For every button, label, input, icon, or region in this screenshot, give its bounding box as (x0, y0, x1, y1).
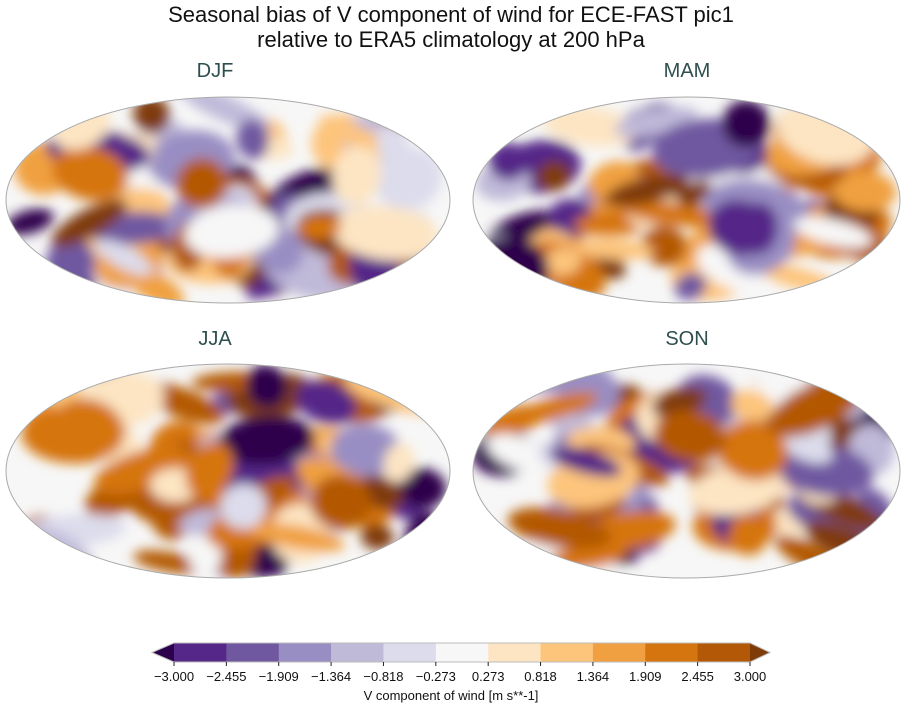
colorbar-segment (278, 643, 332, 662)
colorbar-segment (540, 643, 594, 662)
bias-region (506, 105, 537, 132)
colorbar-segment (592, 643, 646, 662)
figure-title-line1: Seasonal bias of V component of wind for… (168, 2, 734, 27)
colorbar-tick-label: −1.909 (258, 669, 299, 684)
bias-region (383, 443, 415, 482)
bias-region (722, 100, 770, 148)
bias-region (94, 446, 191, 495)
colorbar-extend-high (750, 643, 770, 662)
bias-region (614, 107, 699, 137)
panel-title-mam: MAM (663, 60, 711, 82)
bias-region (832, 170, 897, 212)
map-son (472, 363, 901, 579)
bias-region (332, 146, 382, 206)
bias-region (509, 392, 599, 425)
colorbar-tick-label: 1.909 (628, 669, 662, 684)
bias-region (476, 548, 537, 578)
bias-region (330, 423, 401, 477)
bias-region (619, 200, 715, 227)
bias-region (52, 398, 125, 460)
map-boundary (5, 363, 451, 579)
bias-region (507, 507, 611, 550)
bias-region (651, 387, 707, 418)
colorbar-tick-label: 0.273 (471, 669, 505, 684)
bias-region (780, 431, 833, 464)
colorbar-segment (697, 643, 751, 662)
bias-region (548, 445, 622, 477)
panel-title-djf: DJF (196, 60, 234, 82)
bias-region (398, 467, 447, 509)
map-boundary (472, 363, 901, 579)
bias-region (297, 215, 342, 239)
colorbar-tick-label: −0.818 (363, 669, 404, 684)
bias-region (708, 199, 770, 256)
bias-region (246, 364, 287, 409)
figure-title-line2: relative to ERA5 climatology at 200 hPa (257, 27, 645, 52)
colorbar-tick-label: −2.455 (206, 669, 247, 684)
colorbar-label: V component of wind [m s**-1] (363, 688, 539, 703)
colorbar-segment (383, 643, 437, 662)
bias-region (51, 146, 129, 201)
bias-region (95, 239, 153, 276)
colorbar-segment (435, 643, 489, 662)
colorbar-segment (174, 643, 227, 662)
bias-region (296, 380, 357, 425)
colorbar-tick-label: −3.000 (153, 669, 195, 684)
colorbar-segment (488, 643, 542, 662)
bias-region (641, 224, 687, 267)
bias-region (674, 272, 707, 301)
bias-region (543, 247, 582, 276)
panel-title-son: SON (665, 328, 709, 350)
bias-region (536, 160, 572, 192)
bias-region (728, 514, 769, 556)
bias-region (217, 415, 315, 466)
colorbar-segment (645, 643, 699, 662)
bias-region (176, 158, 228, 209)
bias-region (486, 433, 555, 473)
map-boundary (472, 96, 901, 304)
colorbar-tick-label: 3.000 (733, 669, 767, 684)
colorbar (150, 642, 772, 666)
bias-region (575, 238, 655, 260)
colorbar-tick-label: 2.455 (681, 669, 714, 684)
bias-region (488, 142, 528, 181)
bias-region (250, 523, 345, 552)
panel-title-jja: JJA (198, 328, 232, 350)
bias-region (236, 119, 270, 160)
bias-region (605, 173, 689, 207)
colorbar-tick-label: 1.364 (576, 669, 610, 684)
bias-region (653, 409, 727, 462)
colorbar-tick-label: 0.818 (524, 669, 557, 684)
bias-region (730, 390, 774, 422)
bias-region (360, 523, 394, 550)
bias-region (51, 198, 128, 248)
bias-region (6, 208, 54, 235)
map-mam (472, 96, 901, 304)
colorbar-tick-label: −0.273 (415, 669, 456, 684)
colorbar-segment (331, 643, 384, 662)
bias-region (184, 205, 279, 259)
bias-region (220, 483, 267, 530)
map-boundary (5, 96, 451, 304)
bias-region (717, 420, 788, 481)
bias-region (486, 273, 523, 302)
bias-region (793, 216, 873, 248)
bias-region (185, 441, 234, 500)
bias-region (332, 205, 439, 261)
colorbar-extend-low (152, 643, 174, 662)
bias-region (127, 267, 185, 303)
map-djf (5, 96, 451, 304)
bias-region (542, 105, 638, 147)
bias-region (310, 474, 372, 530)
bias-region (133, 550, 206, 574)
colorbar-segment (226, 643, 280, 662)
colorbar-tick-label: −1.364 (311, 669, 352, 684)
map-jja (5, 363, 451, 579)
